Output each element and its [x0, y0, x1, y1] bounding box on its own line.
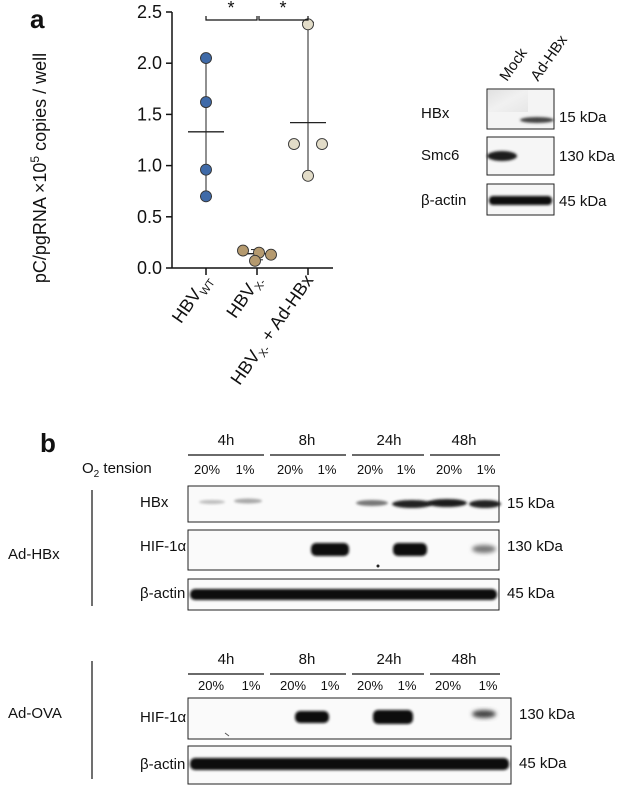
b-kda-actin-1: 45 kDa	[507, 585, 555, 602]
x-tick-label: HBVWT	[168, 271, 218, 329]
svg-text:1%: 1%	[479, 678, 498, 693]
group-label-ad-ova: Ad-OVA	[8, 705, 62, 722]
y-tick-label: 0.5	[137, 207, 162, 227]
data-point	[249, 254, 261, 267]
data-point	[200, 190, 212, 203]
o2-tension-label: O2 tension	[82, 460, 152, 480]
svg-text:20%: 20%	[194, 462, 220, 477]
b-label-hbx: HBx	[140, 494, 169, 511]
band-smc6-mock	[487, 151, 517, 161]
timepoint-header-2: 4h 8h 24h 48h	[188, 651, 500, 675]
b-label-hif-1: HIF-1α	[140, 538, 187, 555]
data-point	[200, 163, 212, 176]
panel-a-letter: a	[30, 4, 45, 34]
b-label-hif-2: HIF-1α	[140, 709, 187, 726]
significance-star-1: *	[227, 0, 234, 18]
blot-smear	[488, 90, 528, 112]
b-bands-hif-1	[311, 543, 496, 568]
blot-label-hbx: HBx	[421, 105, 450, 122]
b-blot-hif-2	[187, 697, 512, 740]
panel-a-blot: Mock Ad-HBx HBx 15 kDa Smc6 130 kDa β-ac…	[421, 32, 616, 216]
y-tick-label: 1.0	[137, 156, 162, 176]
data-point	[200, 96, 212, 109]
svg-text:20%: 20%	[435, 678, 461, 693]
tp-8h: 8h	[299, 432, 316, 449]
y-tick-label: 1.5	[137, 104, 162, 124]
y-axis-label: pC/pgRNA ×105 copies / well	[28, 53, 50, 283]
data-point	[265, 248, 277, 261]
b-bands-hbx	[199, 498, 501, 508]
y-tick-label: 2.0	[137, 53, 162, 73]
svg-text:20%: 20%	[280, 678, 306, 693]
data-point	[200, 52, 212, 65]
svg-text:20%: 20%	[357, 462, 383, 477]
svg-text:20%: 20%	[436, 462, 462, 477]
b-kda-actin-2: 45 kDa	[519, 755, 567, 772]
svg-text:1%: 1%	[236, 462, 255, 477]
data-point	[288, 138, 300, 151]
x-tick-label: HBVX-	[222, 271, 269, 324]
b-kda-hbx: 15 kDa	[507, 495, 555, 512]
svg-text:20%: 20%	[198, 678, 224, 693]
blot-label-actin: β-actin	[421, 192, 466, 209]
blot-label-smc6: Smc6	[421, 147, 459, 164]
svg-text:4h: 4h	[218, 651, 235, 668]
significance-brackets	[205, 16, 309, 21]
b-label-actin-1: β-actin	[140, 585, 185, 602]
svg-text:24h: 24h	[376, 651, 401, 668]
percent-row-2: 20% 1% 20% 1% 20% 1% 20% 1%	[198, 678, 498, 693]
y-tick-label: 0.0	[137, 258, 162, 278]
svg-text:1%: 1%	[321, 678, 340, 693]
svg-text:1%: 1%	[397, 462, 416, 477]
data-point	[302, 169, 314, 182]
svg-text:1%: 1%	[477, 462, 496, 477]
svg-text:20%: 20%	[357, 678, 383, 693]
group-label-ad-hbx: Ad-HBx	[8, 546, 60, 563]
panel-b-letter: b	[40, 428, 56, 458]
band-actin	[489, 196, 552, 205]
lane-label-ad-hbx: Ad-HBx	[527, 32, 571, 84]
kda-hbx: 15 kDa	[559, 109, 607, 126]
kda-actin: 45 kDa	[559, 193, 607, 210]
lane-label-mock: Mock	[496, 45, 531, 85]
bracket-2	[258, 16, 309, 21]
band-hbx-adhbx	[520, 117, 554, 123]
tp-48h: 48h	[451, 432, 476, 449]
svg-text:1%: 1%	[318, 462, 337, 477]
bracket-1	[205, 16, 258, 21]
b-band-actin-1	[190, 589, 497, 600]
significance-star-2: *	[279, 0, 286, 18]
b-bands-hif-2	[224, 710, 496, 737]
svg-text:20%: 20%	[277, 462, 303, 477]
b-band-actin-2	[190, 758, 509, 770]
b-kda-hif-1: 130 kDa	[507, 538, 564, 555]
data-point	[316, 138, 328, 151]
svg-text:1%: 1%	[398, 678, 417, 693]
svg-text:1%: 1%	[242, 678, 261, 693]
tp-24h: 24h	[376, 432, 401, 449]
b-label-actin-2: β-actin	[140, 756, 185, 773]
percent-row-1: 20% 1% 20% 1% 20% 1% 20% 1%	[194, 462, 496, 477]
tp-4h: 4h	[218, 432, 235, 449]
scatter-chart: 0.0 0.5 1.0 1.5 2.0 2.5	[137, 2, 333, 278]
svg-text:48h: 48h	[451, 651, 476, 668]
y-tick-label: 2.5	[137, 2, 162, 22]
data-point	[237, 244, 249, 257]
timepoint-header-1: 4h 8h 24h 48h	[188, 432, 500, 456]
b-kda-hif-2: 130 kDa	[519, 706, 576, 723]
kda-smc6: 130 kDa	[559, 148, 616, 165]
svg-text:8h: 8h	[299, 651, 316, 668]
